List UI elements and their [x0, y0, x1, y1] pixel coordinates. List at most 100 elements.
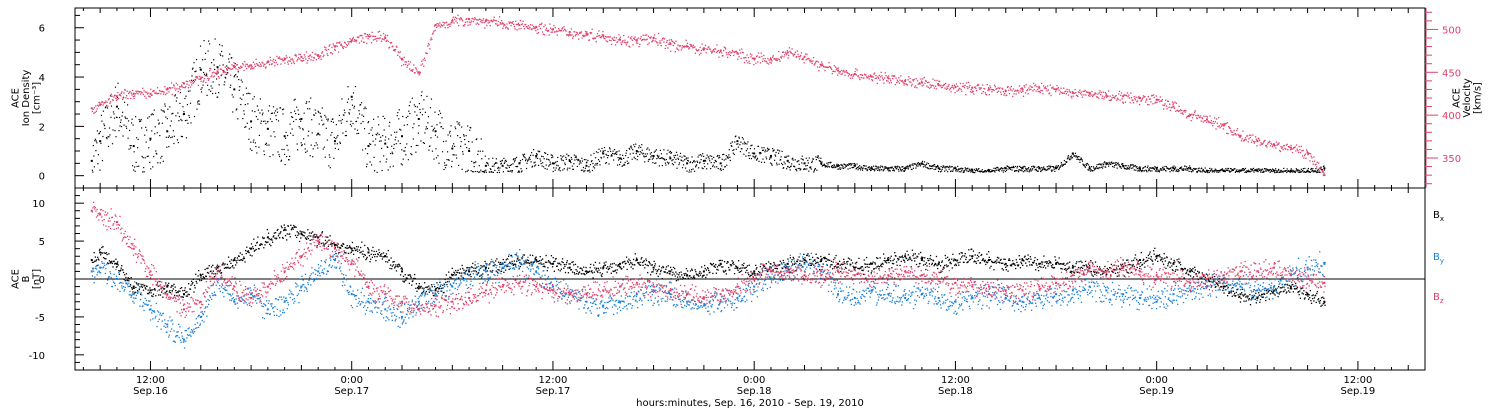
velocity-sample: [103, 102, 106, 104]
density-sample: [573, 154, 575, 156]
density-point: [199, 68, 202, 71]
velocity-sample: [188, 84, 190, 86]
density-sample: [235, 73, 237, 76]
bx-sample: [352, 249, 354, 252]
velocity-sample: [132, 89, 134, 92]
velocity-sample: [810, 59, 812, 61]
density-sample: [657, 157, 659, 159]
velocity-sample: [547, 30, 549, 33]
density-sample: [1220, 168, 1222, 171]
velocity-sample: [246, 68, 248, 70]
velocity-point: [401, 58, 404, 61]
density-sample: [564, 162, 566, 164]
density-sample: [686, 170, 688, 172]
velocity-sample: [808, 59, 811, 61]
density-sample: [692, 168, 694, 170]
density-sample: [958, 171, 960, 173]
density-sample: [739, 144, 741, 146]
density-sample: [141, 127, 143, 129]
velocity-sample: [981, 92, 983, 95]
bx-point: [300, 232, 303, 235]
density-sample: [648, 158, 650, 161]
velocity-sample: [1237, 133, 1239, 136]
velocity-sample: [846, 71, 848, 74]
density-sample: [212, 81, 214, 83]
density-sample: [531, 166, 533, 168]
density-sample: [1274, 171, 1276, 174]
density-sample: [970, 171, 972, 173]
velocity-sample: [1313, 156, 1315, 158]
density-sample: [717, 167, 719, 170]
velocity-sample: [1123, 94, 1125, 96]
density-sample: [323, 123, 325, 125]
velocity-sample: [364, 33, 367, 35]
bx-sample: [301, 234, 304, 236]
bx-sample: [294, 234, 297, 237]
velocity-sample: [339, 41, 341, 43]
density-sample: [510, 170, 512, 172]
density-sample: [278, 155, 281, 158]
density-sample: [103, 123, 105, 125]
density-sample: [152, 166, 154, 168]
velocity-sample: [672, 44, 674, 47]
bx-sample: [331, 245, 333, 247]
density-sample: [656, 154, 658, 156]
bx-sample: [300, 233, 303, 236]
velocity-sample: [142, 93, 145, 96]
density-sample: [704, 165, 706, 168]
density-sample: [168, 145, 170, 148]
density-sample: [248, 138, 250, 140]
density-sample: [582, 169, 584, 171]
velocity-sample: [1019, 90, 1021, 92]
density-sample: [921, 160, 924, 162]
density-sample: [441, 151, 444, 153]
density-sample: [320, 116, 322, 118]
velocity-sample: [399, 51, 401, 53]
velocity-sample: [153, 90, 155, 92]
velocity-sample: [553, 24, 555, 27]
density-sample: [392, 165, 394, 167]
velocity-sample: [834, 70, 836, 73]
velocity-sample: [677, 44, 679, 46]
velocity-sample: [589, 31, 591, 34]
density-point: [115, 105, 118, 108]
density-sample: [998, 170, 1001, 172]
velocity-sample: [315, 53, 317, 55]
velocity-sample: [928, 81, 930, 83]
velocity-sample: [1051, 87, 1053, 89]
velocity-sample: [775, 58, 778, 60]
density-sample: [1183, 168, 1185, 170]
velocity-sample: [700, 52, 702, 54]
velocity-sample: [196, 77, 198, 79]
density-point: [904, 167, 907, 170]
velocity-sample: [352, 38, 354, 40]
velocity-sample: [1133, 96, 1135, 98]
density-sample: [493, 163, 495, 165]
density-sample: [634, 146, 636, 148]
velocity-sample: [1226, 132, 1228, 135]
density-sample: [410, 146, 412, 148]
density-sample: [592, 166, 595, 168]
velocity-sample: [327, 48, 330, 51]
density-sample: [743, 141, 745, 143]
velocity-sample: [857, 75, 860, 77]
density-sample: [1165, 166, 1168, 168]
velocity-sample: [444, 27, 446, 29]
velocity-sample: [1199, 115, 1202, 117]
velocity-sample: [753, 59, 756, 61]
density-sample: [1161, 169, 1163, 171]
density-sample: [779, 150, 781, 152]
velocity-sample: [1099, 93, 1102, 96]
density-sample: [771, 164, 773, 166]
density-sample: [604, 149, 606, 152]
density-sample: [1065, 161, 1067, 163]
velocity-sample: [985, 94, 988, 96]
density-sample: [1054, 166, 1056, 168]
density-sample: [1101, 166, 1103, 168]
density-sample: [1029, 170, 1031, 172]
density-sample: [252, 98, 254, 100]
velocity-sample: [496, 23, 498, 25]
density-sample: [423, 99, 425, 101]
velocity-sample: [940, 84, 942, 87]
density-sample: [1145, 169, 1147, 172]
